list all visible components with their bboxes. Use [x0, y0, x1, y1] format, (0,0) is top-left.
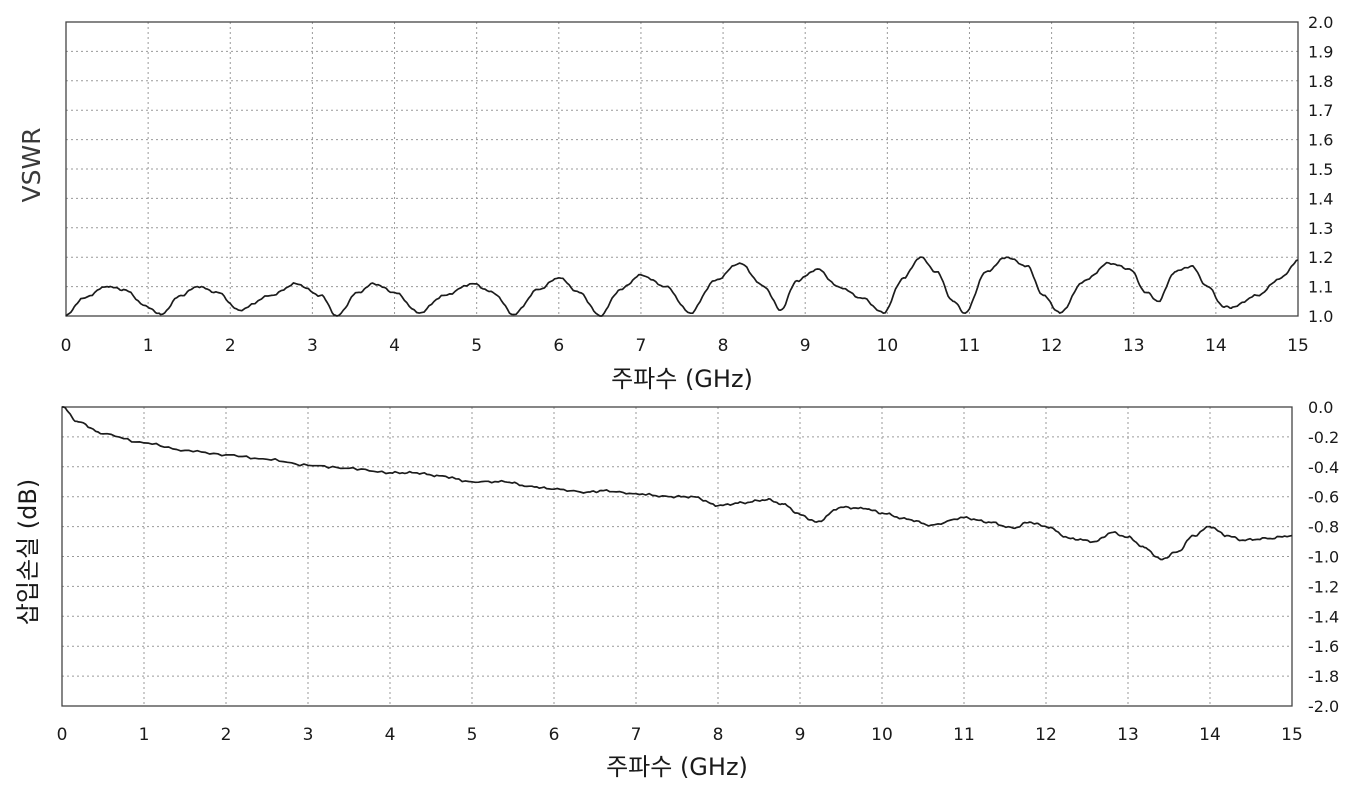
y-tick-label: -0.2 — [1308, 428, 1339, 447]
x-tick-label: 10 — [871, 725, 893, 745]
x-tick-label: 9 — [795, 725, 806, 745]
x-tick-label: 7 — [636, 336, 647, 356]
y-tick-label: 1.0 — [1308, 307, 1333, 326]
x-tick-label: 8 — [718, 336, 729, 356]
chart-vswr: 0 1 2 3 4 5 6 7 8 9 10 11 12 13 14 152.01.91.81.71.61.5… — [17, 13, 1333, 393]
x-tick-label: 10 — [877, 336, 899, 356]
y-tick-label: 1.4 — [1308, 189, 1333, 208]
y-tick-label: 1.6 — [1308, 131, 1333, 150]
x-axis-title: 주파수 (GHz) — [606, 753, 748, 781]
x-tick-label: 15 — [1287, 336, 1309, 356]
x-tick-label: 1 — [143, 336, 154, 356]
x-tick-label: 5 — [471, 336, 482, 356]
x-axis-title: 주파수 (GHz) — [611, 365, 753, 393]
y-tick-label: -1.4 — [1308, 607, 1339, 626]
x-tick-label: 11 — [953, 725, 975, 745]
y-tick-label: 2.0 — [1308, 13, 1333, 32]
x-tick-label: 13 — [1123, 336, 1145, 356]
x-tick-label: 12 — [1041, 336, 1063, 356]
y-tick-label: -1.2 — [1308, 577, 1339, 596]
y-tick-label: 1.7 — [1308, 101, 1333, 120]
x-tick-label: 3 — [303, 725, 314, 745]
x-tick-label: 13 — [1117, 725, 1139, 745]
x-tick-label: 5 — [467, 725, 478, 745]
x-tick-label: 3 — [307, 336, 318, 356]
x-tick-label: 4 — [389, 336, 400, 356]
x-tick-label: 8 — [713, 725, 724, 745]
x-tick-label: 4 — [385, 725, 396, 745]
x-tick-label: 11 — [959, 336, 981, 356]
y-tick-label: 1.3 — [1308, 219, 1333, 238]
y-tick-label: 1.8 — [1308, 72, 1333, 91]
y-axis-title: VSWR — [17, 127, 46, 202]
chart-loss: 0 1 2 3 4 5 6 7 8 9 10 11 12 13 14 150.0-0.2-0.4-0.6-0.… — [14, 398, 1339, 781]
plot-frame — [65, 21, 1299, 317]
x-tick-label: 0 — [61, 336, 72, 356]
y-tick-label: -1.0 — [1308, 548, 1339, 567]
y-tick-label: -1.8 — [1308, 667, 1339, 686]
x-tick-label: 14 — [1199, 725, 1221, 745]
x-tick-label: 6 — [553, 336, 564, 356]
x-tick-label: 0 — [57, 725, 68, 745]
x-tick-label: 1 — [139, 725, 150, 745]
x-tick-label: 2 — [221, 725, 232, 745]
x-tick-label: 15 — [1281, 725, 1303, 745]
series-line-loss — [62, 406, 1293, 561]
x-tick-label: 9 — [800, 336, 811, 356]
y-tick-label: -2.0 — [1308, 697, 1339, 716]
x-tick-label: 6 — [549, 725, 560, 745]
x-tick-label: 14 — [1205, 336, 1227, 356]
y-tick-label: 1.2 — [1308, 248, 1333, 267]
y-tick-label: 1.5 — [1308, 160, 1333, 179]
x-tick-label: 7 — [631, 725, 642, 745]
y-tick-label: -0.4 — [1308, 458, 1339, 477]
x-tick-label: 2 — [225, 336, 236, 356]
y-tick-label: -0.8 — [1308, 518, 1339, 537]
y-tick-label: 1.1 — [1308, 278, 1333, 297]
series-line-vswr — [65, 256, 1299, 317]
y-tick-label: 1.9 — [1308, 42, 1333, 61]
plot-frame — [61, 406, 1293, 707]
y-axis-title: 삽입손실 (dB) — [14, 479, 42, 625]
y-tick-label: -1.6 — [1308, 637, 1339, 656]
x-tick-label: 12 — [1035, 725, 1057, 745]
y-tick-label: -0.6 — [1308, 488, 1339, 507]
y-tick-label: 0.0 — [1308, 398, 1333, 417]
